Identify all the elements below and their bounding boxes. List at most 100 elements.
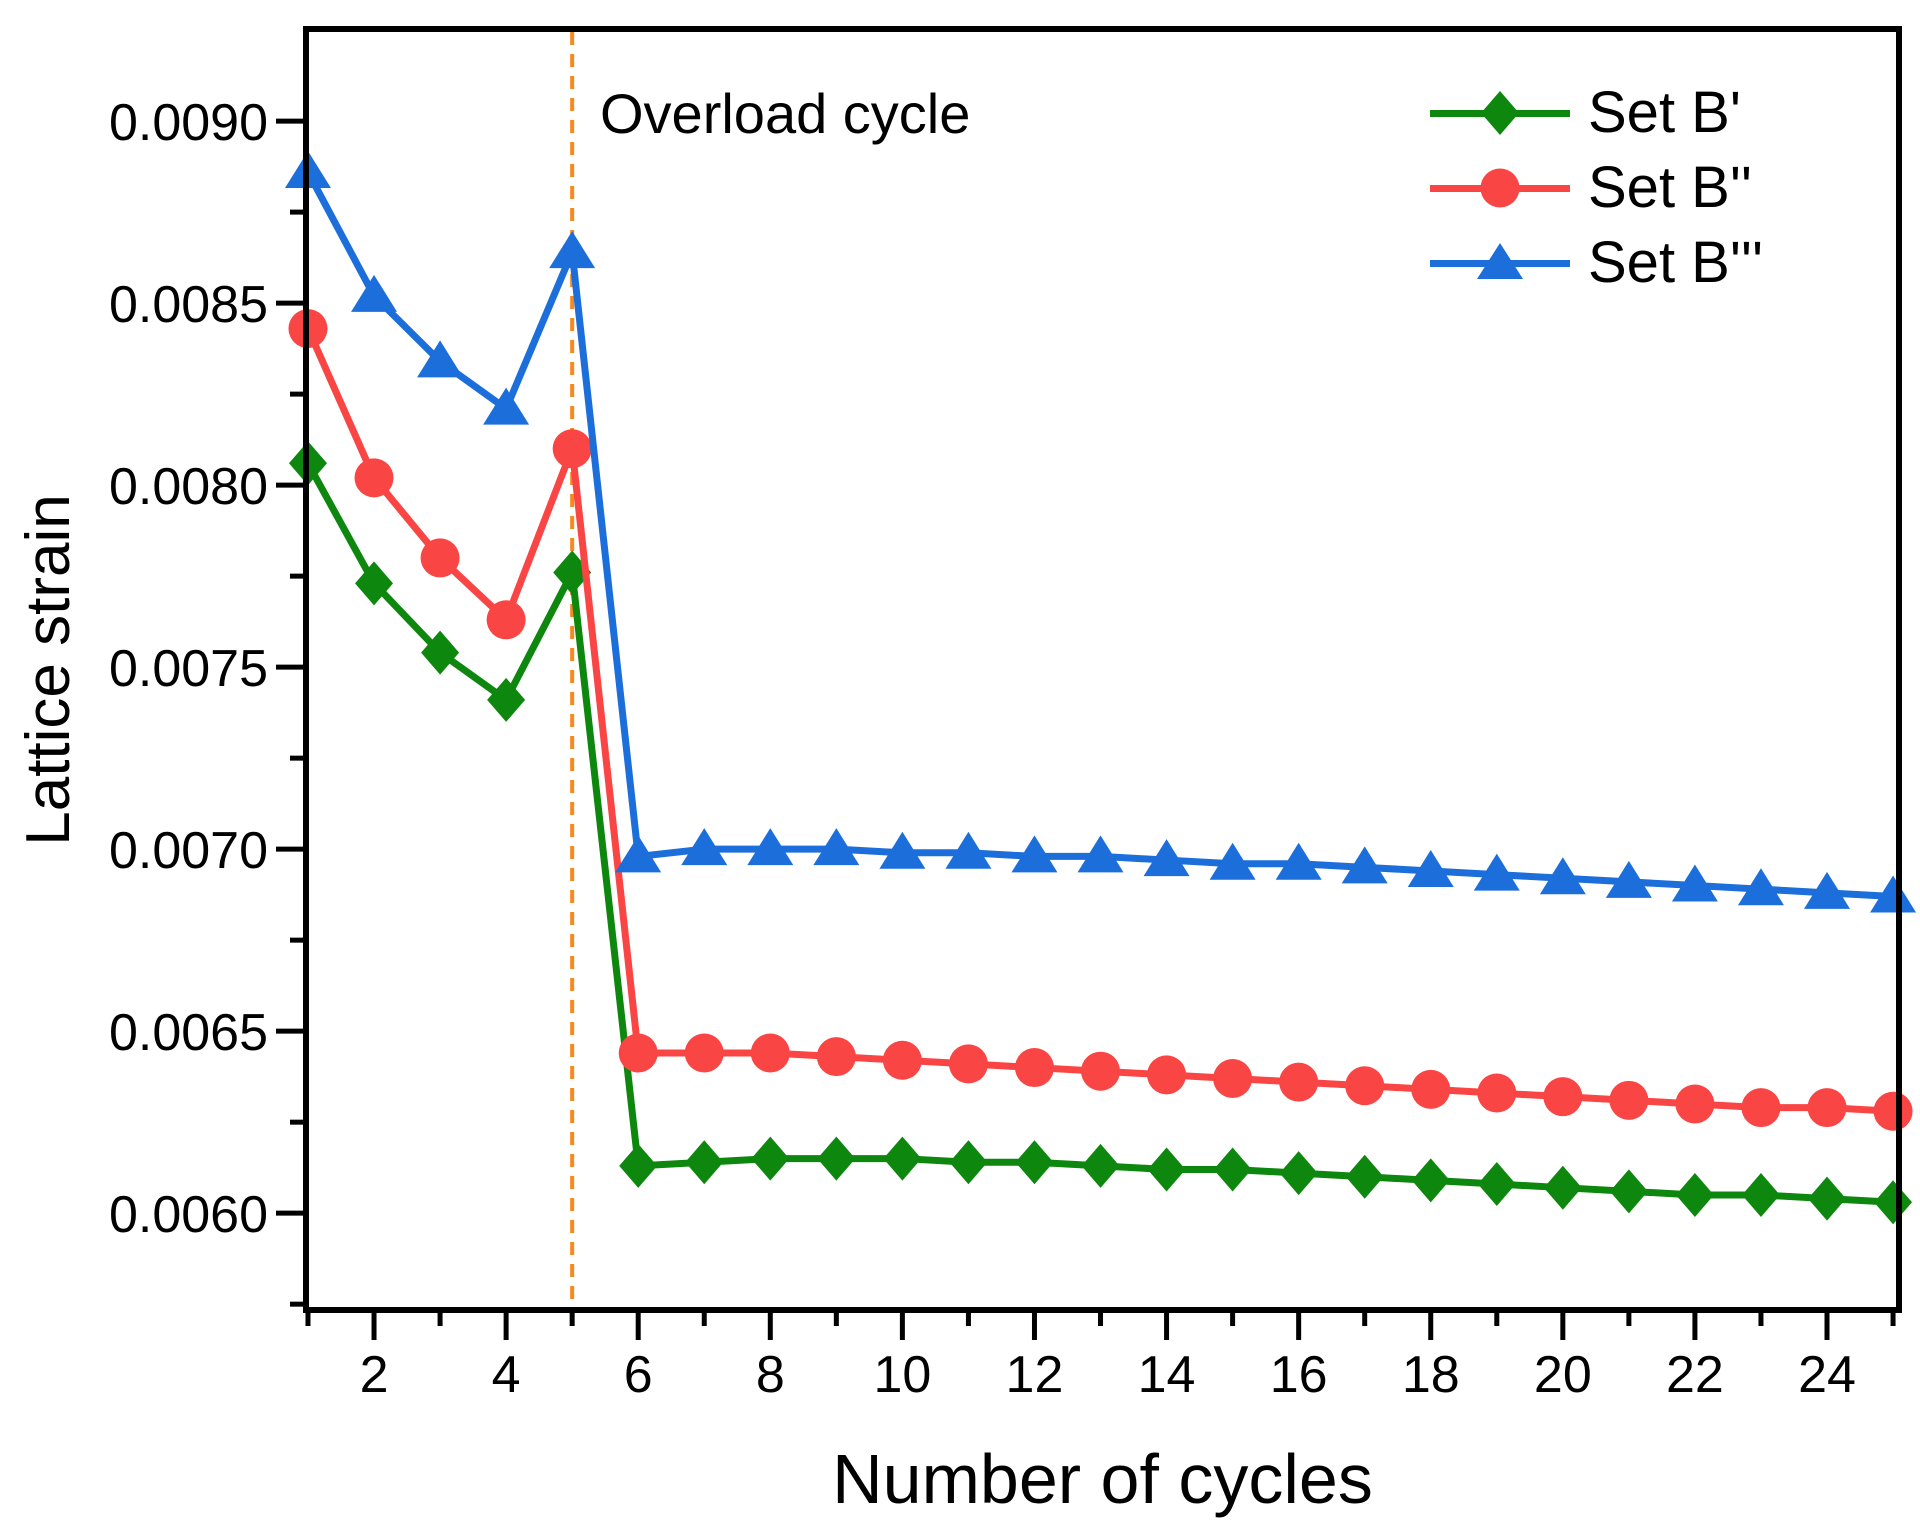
marker-set-b-triple-prime: [681, 828, 728, 866]
y-tick-label: 0.0080: [109, 458, 268, 516]
marker-set-b-triple-prime: [747, 828, 794, 866]
series-line-set-b-double-prime: [304, 327, 1894, 1115]
marker-set-b-double-prime: [816, 1037, 856, 1077]
y-tick-label: 0.0070: [109, 822, 268, 880]
legend-item-set-b-double-prime: Set B'': [1430, 150, 1763, 225]
x-tick-label: 2: [360, 1346, 389, 1404]
y-tick-label: 0.0060: [109, 1186, 268, 1244]
circle-marker-icon: [1480, 168, 1520, 207]
x-tick-label: 14: [1138, 1346, 1196, 1404]
marker-set-b-prime: [1213, 1147, 1252, 1192]
marker-set-b-triple-prime: [351, 274, 398, 312]
marker-set-b-double-prime: [1345, 1066, 1385, 1106]
x-tick-label: 10: [873, 1346, 931, 1404]
marker-set-b-triple-prime: [1341, 846, 1388, 884]
marker-set-b-triple-prime: [549, 231, 596, 269]
marker-set-b-prime: [1543, 1165, 1582, 1210]
marker-set-b-double-prime: [552, 429, 592, 469]
marker-set-b-triple-prime: [483, 387, 530, 425]
marker-set-b-double-prime: [948, 1044, 988, 1084]
marker-set-b-triple-prime: [1209, 842, 1256, 880]
legend-swatch-circle: [1430, 168, 1570, 207]
marker-set-b-double-prime: [618, 1033, 658, 1073]
marker-set-b-prime: [421, 630, 460, 675]
x-tick-label: 12: [1006, 1346, 1064, 1404]
marker-set-b-double-prime: [1477, 1073, 1517, 1113]
marker-set-b-prime: [751, 1136, 790, 1181]
series-line-set-b-prime: [304, 461, 1894, 1206]
legend-swatch-triangle: [1430, 242, 1570, 279]
marker-set-b-prime: [487, 677, 526, 722]
marker-set-b-prime: [685, 1140, 724, 1185]
marker-set-b-double-prime: [1807, 1088, 1847, 1128]
marker-set-b-prime: [949, 1140, 988, 1185]
marker-set-b-prime: [883, 1136, 922, 1181]
marker-set-b-prime: [817, 1136, 856, 1181]
marker-set-b-prime: [1015, 1140, 1054, 1185]
marker-set-b-double-prime: [354, 458, 394, 498]
legend-label: Set B'': [1588, 154, 1753, 220]
marker-set-b-triple-prime: [1011, 835, 1058, 873]
marker-set-b-double-prime: [1213, 1058, 1253, 1098]
marker-set-b-double-prime: [1014, 1048, 1054, 1088]
y-tick-label: 0.0065: [109, 1004, 268, 1062]
x-tick-label: 18: [1402, 1346, 1460, 1404]
marker-set-b-triple-prime: [879, 831, 926, 869]
legend-item-set-b-prime: Set B': [1430, 75, 1763, 150]
x-tick-label: 8: [756, 1346, 785, 1404]
legend-item-set-b-triple-prime: Set B''': [1430, 225, 1763, 300]
marker-set-b-triple-prime: [1539, 857, 1586, 895]
y-axis-title: Lattice strain: [14, 494, 83, 846]
y-tick-label: 0.0075: [109, 640, 268, 698]
x-axis-title: Number of cycles: [832, 1440, 1373, 1518]
overload-cycle-label: Overload cycle: [600, 82, 971, 145]
marker-set-b-prime: [619, 1143, 658, 1188]
marker-set-b-prime: [1874, 1180, 1913, 1225]
marker-set-b-triple-prime: [813, 828, 860, 866]
marker-set-b-triple-prime: [1804, 871, 1851, 909]
marker-set-b-triple-prime: [1671, 864, 1718, 902]
marker-set-b-double-prime: [486, 600, 526, 640]
marker-set-b-triple-prime: [945, 831, 992, 869]
marker-set-b-prime: [1345, 1154, 1384, 1199]
marker-set-b-prime: [355, 561, 394, 606]
marker-set-b-prime: [1081, 1143, 1120, 1188]
marker-set-b-prime: [1675, 1172, 1714, 1217]
x-tick-label: 16: [1270, 1346, 1328, 1404]
marker-set-b-double-prime: [1873, 1091, 1913, 1131]
x-tick-label: 22: [1666, 1346, 1724, 1404]
marker-set-b-prime: [1609, 1169, 1648, 1214]
marker-set-b-double-prime: [1675, 1084, 1715, 1124]
x-tick-label: 6: [624, 1346, 653, 1404]
marker-set-b-double-prime: [420, 538, 460, 578]
marker-set-b-double-prime: [1411, 1069, 1451, 1109]
marker-set-b-triple-prime: [1143, 839, 1190, 877]
legend: Set B' Set B'' Set B''': [1430, 75, 1763, 300]
marker-set-b-prime: [1411, 1158, 1450, 1203]
marker-set-b-triple-prime: [417, 340, 464, 378]
y-tick-label: 0.0090: [109, 94, 268, 152]
marker-set-b-triple-prime: [1275, 842, 1322, 880]
marker-set-b-triple-prime: [1605, 860, 1652, 898]
marker-set-b-triple-prime: [615, 835, 662, 873]
diamond-marker-icon: [1481, 90, 1519, 135]
marker-set-b-double-prime: [1081, 1051, 1121, 1091]
marker-set-b-triple-prime: [1473, 853, 1520, 891]
marker-set-b-double-prime: [1279, 1062, 1319, 1102]
marker-set-b-double-prime: [750, 1033, 790, 1073]
marker-set-b-prime: [1741, 1172, 1780, 1217]
marker-set-b-double-prime: [1147, 1055, 1187, 1095]
marker-set-b-prime: [1477, 1162, 1516, 1207]
marker-set-b-triple-prime: [1737, 868, 1784, 906]
legend-label: Set B''': [1588, 229, 1764, 295]
plot-border: [303, 26, 1902, 1313]
y-tick-label: 0.0085: [109, 276, 268, 334]
x-tick-label: 24: [1798, 1346, 1856, 1404]
marker-set-b-double-prime: [882, 1040, 922, 1080]
triangle-marker-icon: [1477, 242, 1523, 279]
marker-set-b-triple-prime: [1077, 835, 1124, 873]
x-tick-label: 20: [1534, 1346, 1592, 1404]
marker-set-b-double-prime: [1609, 1080, 1649, 1120]
marker-set-b-prime: [1147, 1147, 1186, 1192]
